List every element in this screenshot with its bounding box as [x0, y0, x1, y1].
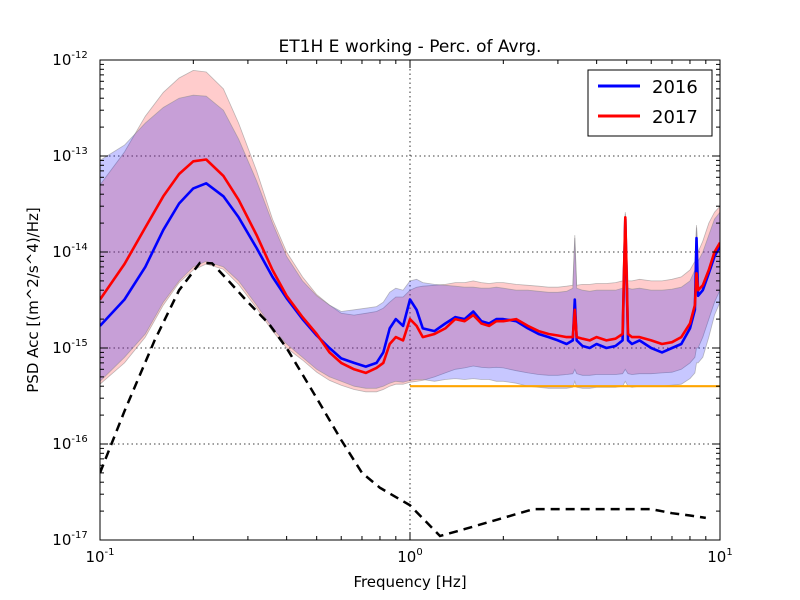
y-axis-label: PSD Acc [(m^2/s^4)/Hz] [24, 207, 42, 392]
line-2017 [100, 158, 720, 375]
line-2016 [100, 182, 720, 368]
reference-lines [100, 261, 720, 538]
chart-title: ET1H E working - Perc. of Avrg. [279, 37, 542, 57]
band-2017 [100, 69, 720, 393]
legend: 2016 2017 [587, 69, 713, 137]
legend-label-2017: 2017 [652, 107, 698, 128]
series-lines [100, 158, 720, 375]
legend-box [587, 69, 713, 137]
legend-label-2016: 2016 [652, 77, 698, 98]
band-2016 [100, 94, 720, 389]
confidence-bands [100, 69, 720, 393]
x-axis-label: Frequency [Hz] [353, 573, 466, 591]
reference-model [100, 261, 706, 538]
